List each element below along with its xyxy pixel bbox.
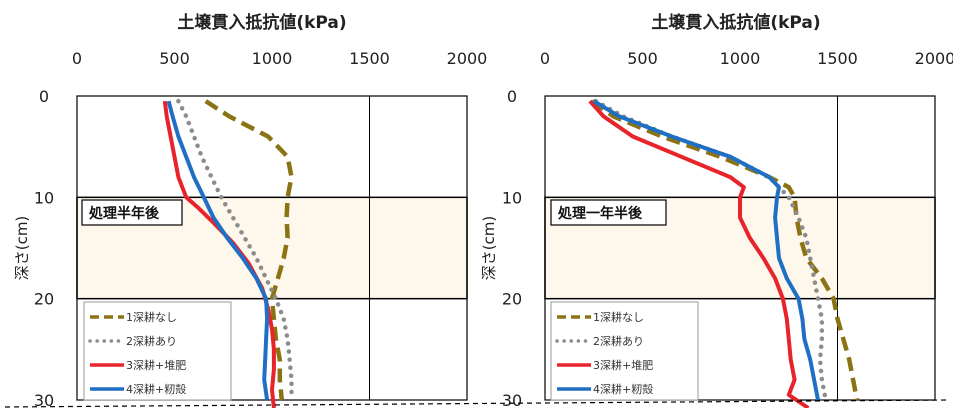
legend-label: 4深耕+籾殻 xyxy=(593,382,653,396)
y-axis-label: 深さ(cm) xyxy=(480,216,498,281)
x-tick-label: 2000 xyxy=(915,49,953,68)
x-tick-label: 500 xyxy=(159,49,190,68)
series-line-4 xyxy=(166,100,270,401)
legend-label: 1深耕なし xyxy=(593,310,644,324)
x-tick-label: 0 xyxy=(72,49,82,68)
annotation-box xyxy=(81,199,183,226)
series-line-4 xyxy=(592,99,820,401)
y-tick-label: 30 xyxy=(502,391,522,408)
x-tick-label: 2000 xyxy=(447,49,488,68)
y-tick-label: 10 xyxy=(502,188,522,207)
x-tick-label: 1000 xyxy=(720,49,761,68)
y-tick-label: 20 xyxy=(502,290,522,309)
x-tick-label: 0 xyxy=(540,49,550,68)
annotation-label: 処理一年半後 xyxy=(557,205,643,222)
annotation-box xyxy=(550,199,667,226)
surface-guide-line xyxy=(4,399,949,408)
y-tick-label: 10 xyxy=(34,188,54,207)
plot-frame xyxy=(544,95,936,401)
x-tick-label: 1000 xyxy=(252,49,293,68)
legend-label: 2深耕あり xyxy=(126,334,177,348)
legend-label: 4深耕+籾殻 xyxy=(126,382,186,396)
legend-label: 2深耕あり xyxy=(593,334,644,348)
legend-label: 3深耕+堆肥 xyxy=(593,358,653,372)
x-tick-label: 1500 xyxy=(817,49,858,68)
legend-label: 1深耕なし xyxy=(126,310,177,324)
y-axis-label: 深さ(cm) xyxy=(13,216,31,281)
y-tick-label: 30 xyxy=(34,391,54,408)
x-tick-label: 500 xyxy=(627,49,658,68)
y-tick-label: 0 xyxy=(507,87,517,106)
chart-title: 土壌貫入抵抗値(kPa) xyxy=(651,12,820,33)
chart-panel-left: 土壌貫入抵抗値(kPa) 0 500 1000 1500 2000 0 10 20 30 深さ(cm… xyxy=(13,12,487,408)
chart-title: 土壌貫入抵抗値(kPa) xyxy=(177,12,346,33)
y-tick-label: 20 xyxy=(34,290,54,309)
legend-label: 3深耕+堆肥 xyxy=(126,358,186,372)
y-tick-label: 0 xyxy=(39,87,49,106)
series-line-1 xyxy=(590,99,860,401)
chart-panel-right: 土壌貫入抵抗値(kPa) 0 500 1000 1500 2000 0 10 20 30 深さ(cm… xyxy=(480,12,953,408)
annotation-label: 処理半年後 xyxy=(88,205,160,222)
series-line-3 xyxy=(588,99,810,408)
series-line-2 xyxy=(176,98,294,403)
x-tick-label: 1500 xyxy=(349,49,390,68)
series-line-1 xyxy=(204,99,294,401)
